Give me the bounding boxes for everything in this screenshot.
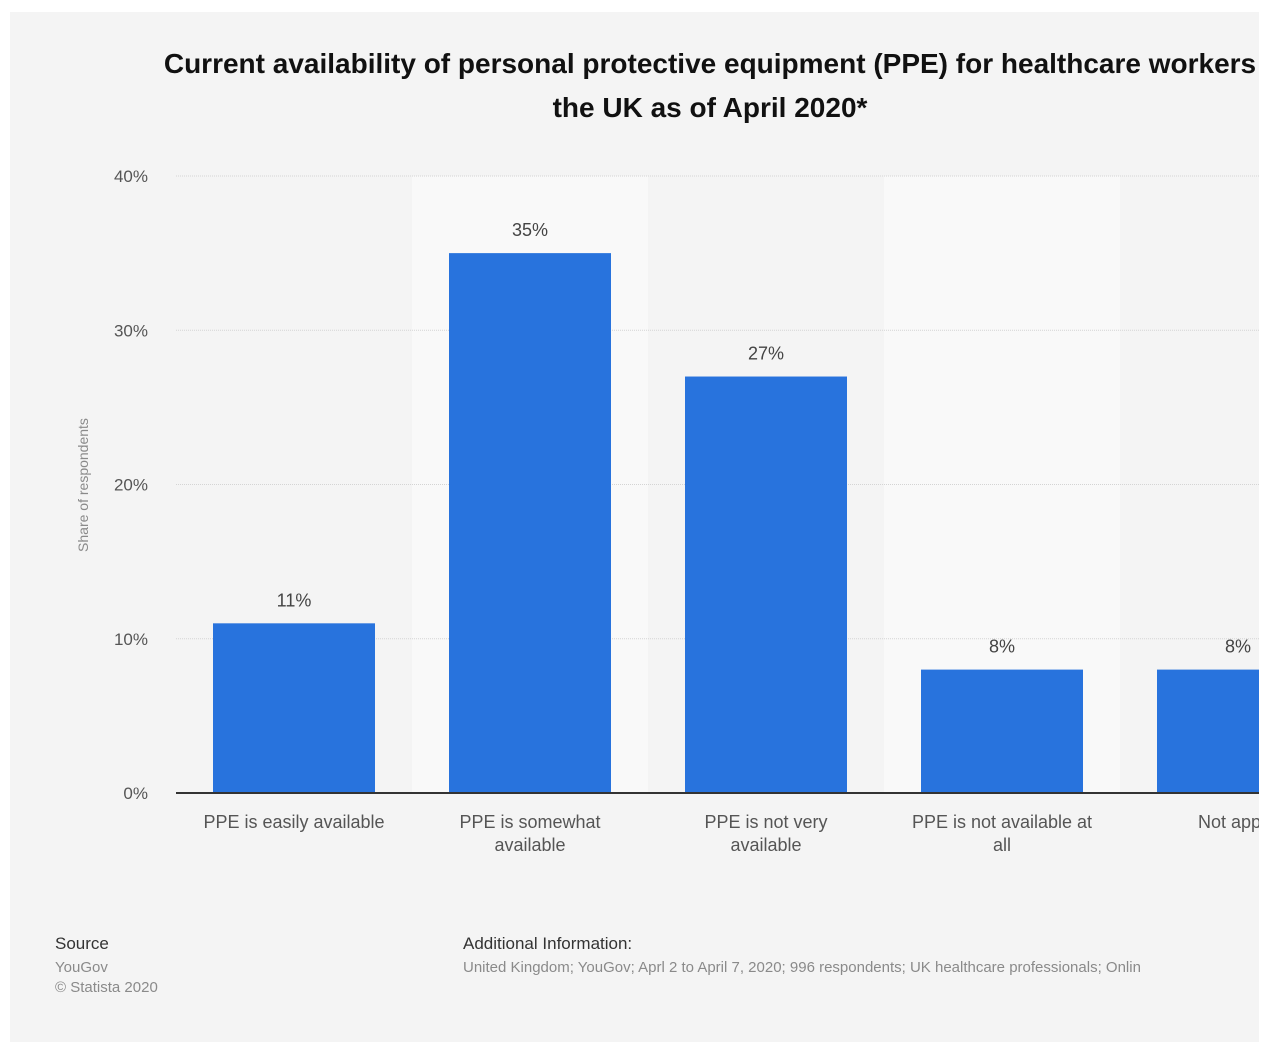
chart-card: Current availability of personal protect… [10, 12, 1259, 1042]
bar-value-label: 8% [1225, 637, 1251, 657]
x-tick-label: available [494, 835, 565, 855]
source-heading: Source [55, 934, 109, 953]
bar-value-label: 27% [748, 344, 784, 364]
y-tick-label: 0% [123, 784, 148, 803]
bar [1157, 669, 1259, 793]
y-axis-label: Share of respondents [75, 418, 91, 552]
source-name[interactable]: YouGov [55, 959, 108, 976]
bar-value-label: 8% [989, 637, 1015, 657]
x-tick-label: PPE is easily available [203, 812, 384, 832]
bar [213, 623, 375, 793]
bar [685, 376, 847, 793]
chart-title-line-1: Current availability of personal protect… [163, 48, 1257, 79]
chart-title-line-2: the UK as of April 2020* [552, 92, 868, 123]
y-tick-label: 20% [114, 476, 148, 495]
bar [449, 253, 611, 793]
bar [921, 669, 1083, 793]
x-tick-label: available [730, 835, 801, 855]
y-tick-label: 30% [114, 321, 148, 340]
x-tick-label: PPE is not very [704, 812, 827, 832]
x-tick-label: PPE is not available at [912, 812, 1092, 832]
x-tick-label: all [993, 835, 1011, 855]
additional-info-text: United Kingdom; YouGov; Aprl 2 to April … [463, 959, 1141, 976]
additional-info-heading: Additional Information: [463, 934, 633, 953]
y-tick-label: 10% [114, 630, 148, 649]
bar-value-label: 11% [277, 590, 312, 610]
y-tick-label: 40% [114, 167, 148, 186]
bar-chart: 0% 10% 20% 30% 40% Share of respondents 11% PPE… [75, 167, 1259, 855]
copyright-text: © Statista 2020 [55, 979, 158, 996]
chart-title: Current availability of personal protect… [10, 42, 1259, 130]
x-tick-label: PPE is somewhat [459, 812, 600, 832]
bar-value-label: 35% [512, 220, 548, 240]
x-tick-label: Not applic [1198, 812, 1259, 832]
